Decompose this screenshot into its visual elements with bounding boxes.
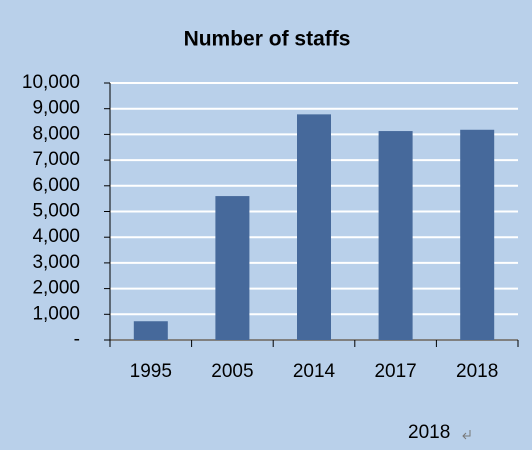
bar (215, 196, 250, 340)
bar (378, 131, 413, 340)
annotation: 2018 (408, 422, 450, 443)
y-tick-label: - (74, 329, 80, 350)
bar (297, 114, 331, 340)
y-tick-label: 10,000 (22, 72, 80, 93)
bar (133, 321, 168, 340)
x-tick-label: 1995 (130, 361, 172, 382)
return-mark (462, 430, 471, 440)
y-tick-label: 3,000 (32, 252, 80, 273)
y-tick-label: 4,000 (32, 226, 80, 247)
x-tick-label: 2017 (374, 361, 416, 382)
y-tick-label: 8,000 (32, 123, 80, 144)
y-tick-label: 5,000 (32, 201, 80, 222)
y-tick-label: 1,000 (32, 303, 80, 324)
x-tick-label: 2005 (211, 361, 253, 382)
x-tick-label: 2018 (456, 361, 498, 382)
x-tick-label: 2014 (293, 361, 336, 382)
y-tick-label: 6,000 (32, 175, 80, 196)
y-tick-label: 7,000 (32, 149, 80, 170)
bar (460, 129, 495, 340)
chart-title: Number of staffs (184, 28, 351, 51)
y-tick-label: 2,000 (32, 278, 80, 299)
y-tick-label: 9,000 (32, 98, 80, 119)
